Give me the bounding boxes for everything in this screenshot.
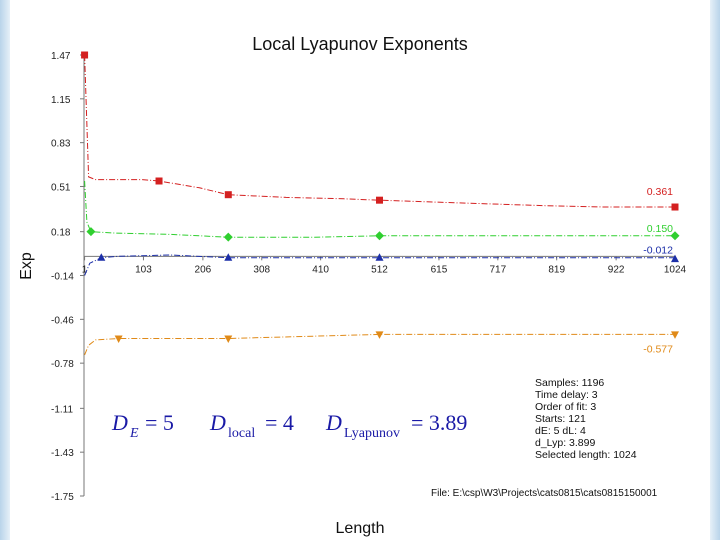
dimension-formula: D E = 5 D local = 4 D Lyapunov = 3.89 [111,410,467,441]
y-tick-label: 1.15 [51,95,71,106]
formula-dlocal-symbol: D [209,410,226,435]
stat-selected-length: Selected length: 1024 [535,449,637,461]
y-tick-label: -1.43 [51,448,74,459]
x-tick-label: 1024 [664,264,687,275]
plot-card [10,0,710,540]
series-layer: 0.361 0.150 -0.012 -0.577 [81,51,680,356]
series-point [155,177,163,185]
x-tick-label: 410 [312,264,329,275]
y-tick-label: -1.11 [51,404,73,415]
y-tick-label: 0.51 [51,182,71,193]
formula-de-symbol: D [111,410,128,435]
series-point [375,231,384,241]
formula-dlyap-subscript: Lyapunov [344,426,400,441]
series-point [97,253,106,261]
stat-de-dl: dE: 5 dL: 4 [535,425,586,437]
series-end-label: -0.012 [643,245,673,257]
formula-dlyap-value: = 3.89 [411,410,467,435]
formula-dlocal-value: = 4 [265,410,294,435]
series-point [224,191,232,199]
slide-left-margin [0,0,10,540]
series-end-label: 0.361 [647,186,673,198]
stat-time-delay: Time delay: 3 [535,389,598,401]
y-tick-label: -1.75 [51,492,74,503]
x-tick-label: 308 [253,264,270,275]
series-point [224,335,233,343]
stat-starts: Starts: 121 [535,413,586,425]
series-line-3 [84,333,675,356]
series-point [86,227,96,237]
series-point [375,331,384,339]
y-tick-label: 0.83 [51,139,71,150]
y-tick-label: -0.46 [51,315,74,326]
series-point [81,51,89,59]
chart-title: Local Lyapunov Exponents [252,34,468,54]
series-point [671,331,679,339]
series-point [376,196,383,204]
x-tick-label: 103 [135,264,152,275]
series-point [114,335,123,343]
y-tick-label: -0.14 [51,272,74,283]
stat-samples: Samples: 1196 [535,377,604,389]
series-point [375,253,384,261]
slide-right-margin [710,0,720,540]
series-point [671,203,679,211]
formula-de-value: = 5 [145,410,174,435]
formula-dlocal-subscript: local [228,426,255,441]
x-tick-label: 512 [371,264,388,275]
series-point [670,231,680,241]
series-point [671,254,679,263]
series-line-2 [84,254,675,276]
x-tick-label: 717 [489,264,506,275]
y-axis-label: Exp [18,252,35,280]
x-tick-label: 922 [608,264,625,275]
series-end-label: 0.150 [647,223,673,235]
formula-dlyap-symbol: D [325,410,342,435]
x-tick-label: 615 [431,264,448,275]
x-axis-label: Length [336,520,385,537]
file-path-label: File: E:\csp\W3\Projects\cats0815\cats08… [431,488,658,499]
series-point [223,232,233,242]
formula-de-subscript: E [129,426,139,441]
stat-order-of-fit: Order of fit: 3 [535,401,596,413]
series-line-0 [84,54,675,208]
y-tick-label: 0.18 [51,228,71,239]
series-end-label: -0.577 [643,343,673,355]
x-tick-label: 1 [82,264,88,275]
x-tick-label: 819 [548,264,565,275]
stats-box: Samples: 1196 Time delay: 3 Order of fit… [535,377,637,461]
y-tick-label: 1.47 [51,51,71,62]
y-tick-label: -0.78 [51,359,74,370]
series-line-1 [84,180,675,238]
series-point [224,253,233,261]
x-tick-label: 206 [195,264,212,275]
stat-d-lyp: d_Lyp: 3.899 [535,437,595,449]
